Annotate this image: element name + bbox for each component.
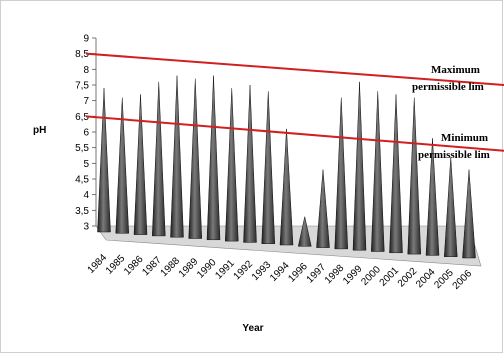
x-tick-label: 1993 [250,259,274,283]
spike-bar [389,94,403,254]
spike-bar [297,216,312,247]
x-tick-label: 2004 [414,266,438,290]
reference-line [85,115,504,152]
spike-bar [115,97,130,234]
y-tick-label: 3 [83,222,89,233]
y-tick-label: 9 [83,34,89,45]
reference-line [85,52,504,86]
spike-bar [407,97,422,255]
x-tick-label: 2006 [451,268,475,292]
y-tick-label: 6,5 [75,112,89,123]
spike-bar [443,157,458,257]
spike-bar [261,91,276,244]
spike-bar [133,94,148,235]
x-tick-label: 2005 [432,267,456,291]
y-tick-label: 5,5 [75,143,89,154]
reference-lines [85,52,504,152]
x-tick-label: 1999 [341,263,365,287]
x-tick-label: 2000 [359,264,383,288]
y-tick-label: 7,5 [75,81,89,92]
x-tick-label: 1986 [122,254,146,278]
x-axis-title: Year [242,323,263,334]
spike-bar [206,75,221,241]
x-tick-label: 1996 [286,261,310,285]
spike-bar [170,75,184,238]
spike-bar [425,138,440,256]
spike-bar [352,81,367,251]
x-tick-label: 1997 [305,262,329,286]
spike-bar [243,84,257,243]
spike-series [97,75,476,259]
x-tick-label: 1988 [159,255,183,279]
x-tick-label: 1992 [232,258,256,282]
x-tick-label: 2001 [378,265,402,289]
x-tick-label: 1985 [104,253,128,277]
y-tick-label: 4,5 [75,175,89,186]
spike-bar [370,91,385,252]
max-limit-label-line1: Maximum [431,64,480,76]
x-tick-label: 1998 [323,262,347,286]
min-limit-label-line1: Minimum [441,132,488,144]
y-tick-label: 6 [83,128,89,139]
spike-bar [224,88,239,242]
spike-bar [279,128,294,246]
spike-bar [188,78,203,239]
min-limit-label-line2: permissible lim [418,149,490,161]
x-tick-label: 1984 [86,252,110,276]
x-tick-label: 1991 [213,258,237,282]
y-tick-label: 8,5 [75,49,89,60]
x-tick-label: 1990 [195,257,219,281]
y-tick-label: 5 [83,159,89,170]
spike-bar [462,169,476,259]
spike-bar [316,169,330,248]
spike-bar [97,88,111,233]
y-tick-label: 4 [83,190,89,201]
y-tick-label: 7 [83,96,89,107]
spike-bar [151,81,166,237]
spike-bar [334,97,349,250]
x-tick-label: 1987 [140,254,164,278]
y-tick-label: 8 [83,65,89,76]
x-tick-label: 1994 [268,260,292,284]
x-tick-label: 1989 [177,256,201,280]
max-limit-label-line2: permissible lim [412,81,484,93]
x-tick-label: 2002 [396,266,420,290]
y-tick-label: 3,5 [75,206,89,217]
y-axis-title: pH [33,125,46,136]
y-axis: 3 3,5 4 4,5 5 5,5 6 6,5 7 7,5 8 8,5 9 [75,34,97,233]
